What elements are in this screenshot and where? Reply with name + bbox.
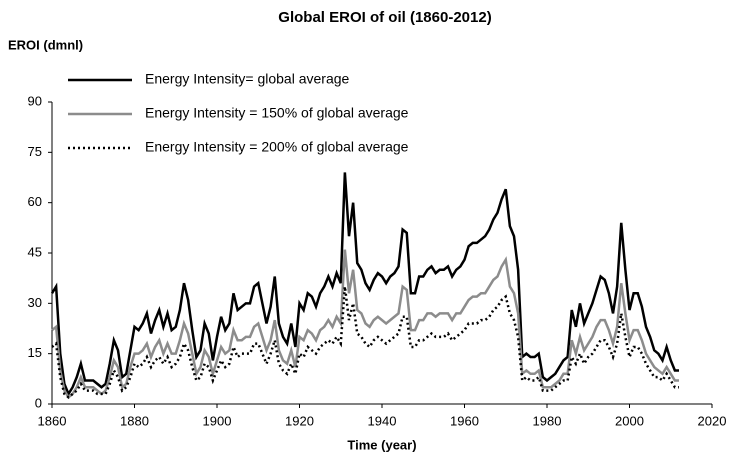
y-tick-label: 75 xyxy=(28,144,42,159)
x-axis-title: Time (year) xyxy=(347,437,416,452)
y-tick-label: 60 xyxy=(28,194,42,209)
x-tick-label: 1920 xyxy=(285,413,314,428)
y-tick-label: 30 xyxy=(28,295,42,310)
x-tick-label: 1860 xyxy=(38,413,67,428)
y-axis-title: EROI (dmnl) xyxy=(8,37,83,52)
y-tick-label: 15 xyxy=(28,345,42,360)
y-tick-label: 0 xyxy=(35,395,42,410)
series-line xyxy=(50,172,679,397)
legend-label: Energy Intensity= global average xyxy=(145,71,350,87)
x-tick-label: 2000 xyxy=(615,413,644,428)
x-tick-label: 1980 xyxy=(533,413,562,428)
series-line xyxy=(51,286,679,399)
x-tick-label: 1960 xyxy=(450,413,479,428)
legend-label: Energy Intensity = 150% of global averag… xyxy=(145,105,409,121)
y-tick-label: 45 xyxy=(28,244,42,259)
x-tick-label: 1900 xyxy=(203,413,232,428)
y-tick-label: 90 xyxy=(28,93,42,108)
chart-title: Global EROI of oil (1860-2012) xyxy=(278,9,491,26)
legend-label: Energy Intensity = 200% of global averag… xyxy=(145,139,409,155)
x-tick-label: 1940 xyxy=(368,413,397,428)
x-tick-label: 2020 xyxy=(698,413,727,428)
x-tick-label: 1880 xyxy=(120,413,149,428)
series-line xyxy=(51,249,679,400)
